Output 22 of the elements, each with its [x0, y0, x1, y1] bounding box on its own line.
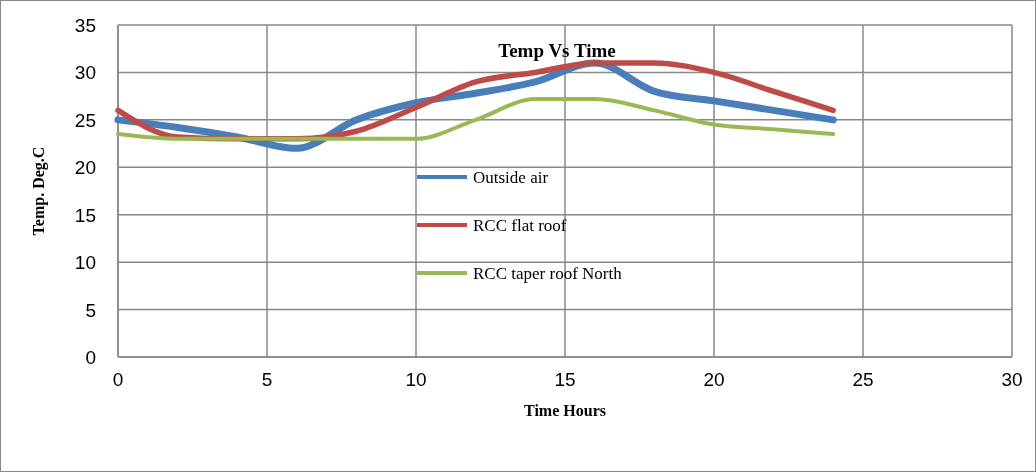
- y-axis-title: Temp. Deg.C: [30, 146, 48, 236]
- x-tick-label: 30: [1001, 369, 1023, 390]
- y-tick-label: 10: [74, 252, 96, 274]
- y-tick-label: 25: [74, 109, 96, 131]
- y-tick-label: 15: [74, 204, 96, 226]
- x-tick-label: 10: [405, 369, 427, 390]
- legend-label: RCC taper roof North: [473, 264, 623, 283]
- x-tick-label: 25: [852, 369, 874, 390]
- y-tick-label: 0: [85, 347, 96, 368]
- x-tick-label: 0: [112, 369, 124, 390]
- y-tick-label: 35: [74, 15, 96, 36]
- y-tick-label: 30: [74, 62, 96, 84]
- x-tick-label: 5: [261, 369, 273, 390]
- x-tick-label: 15: [554, 369, 576, 390]
- y-tick-label: 5: [85, 299, 96, 321]
- y-tick-label: 20: [74, 157, 96, 179]
- legend-label: RCC flat roof: [473, 216, 567, 235]
- legend-label: Outside air: [473, 168, 549, 187]
- text: Temp Vs Time: [498, 40, 616, 61]
- x-tick-label: 20: [703, 369, 725, 390]
- x-axis-title: Time Hours: [524, 402, 606, 419]
- line-series: [116, 96, 836, 141]
